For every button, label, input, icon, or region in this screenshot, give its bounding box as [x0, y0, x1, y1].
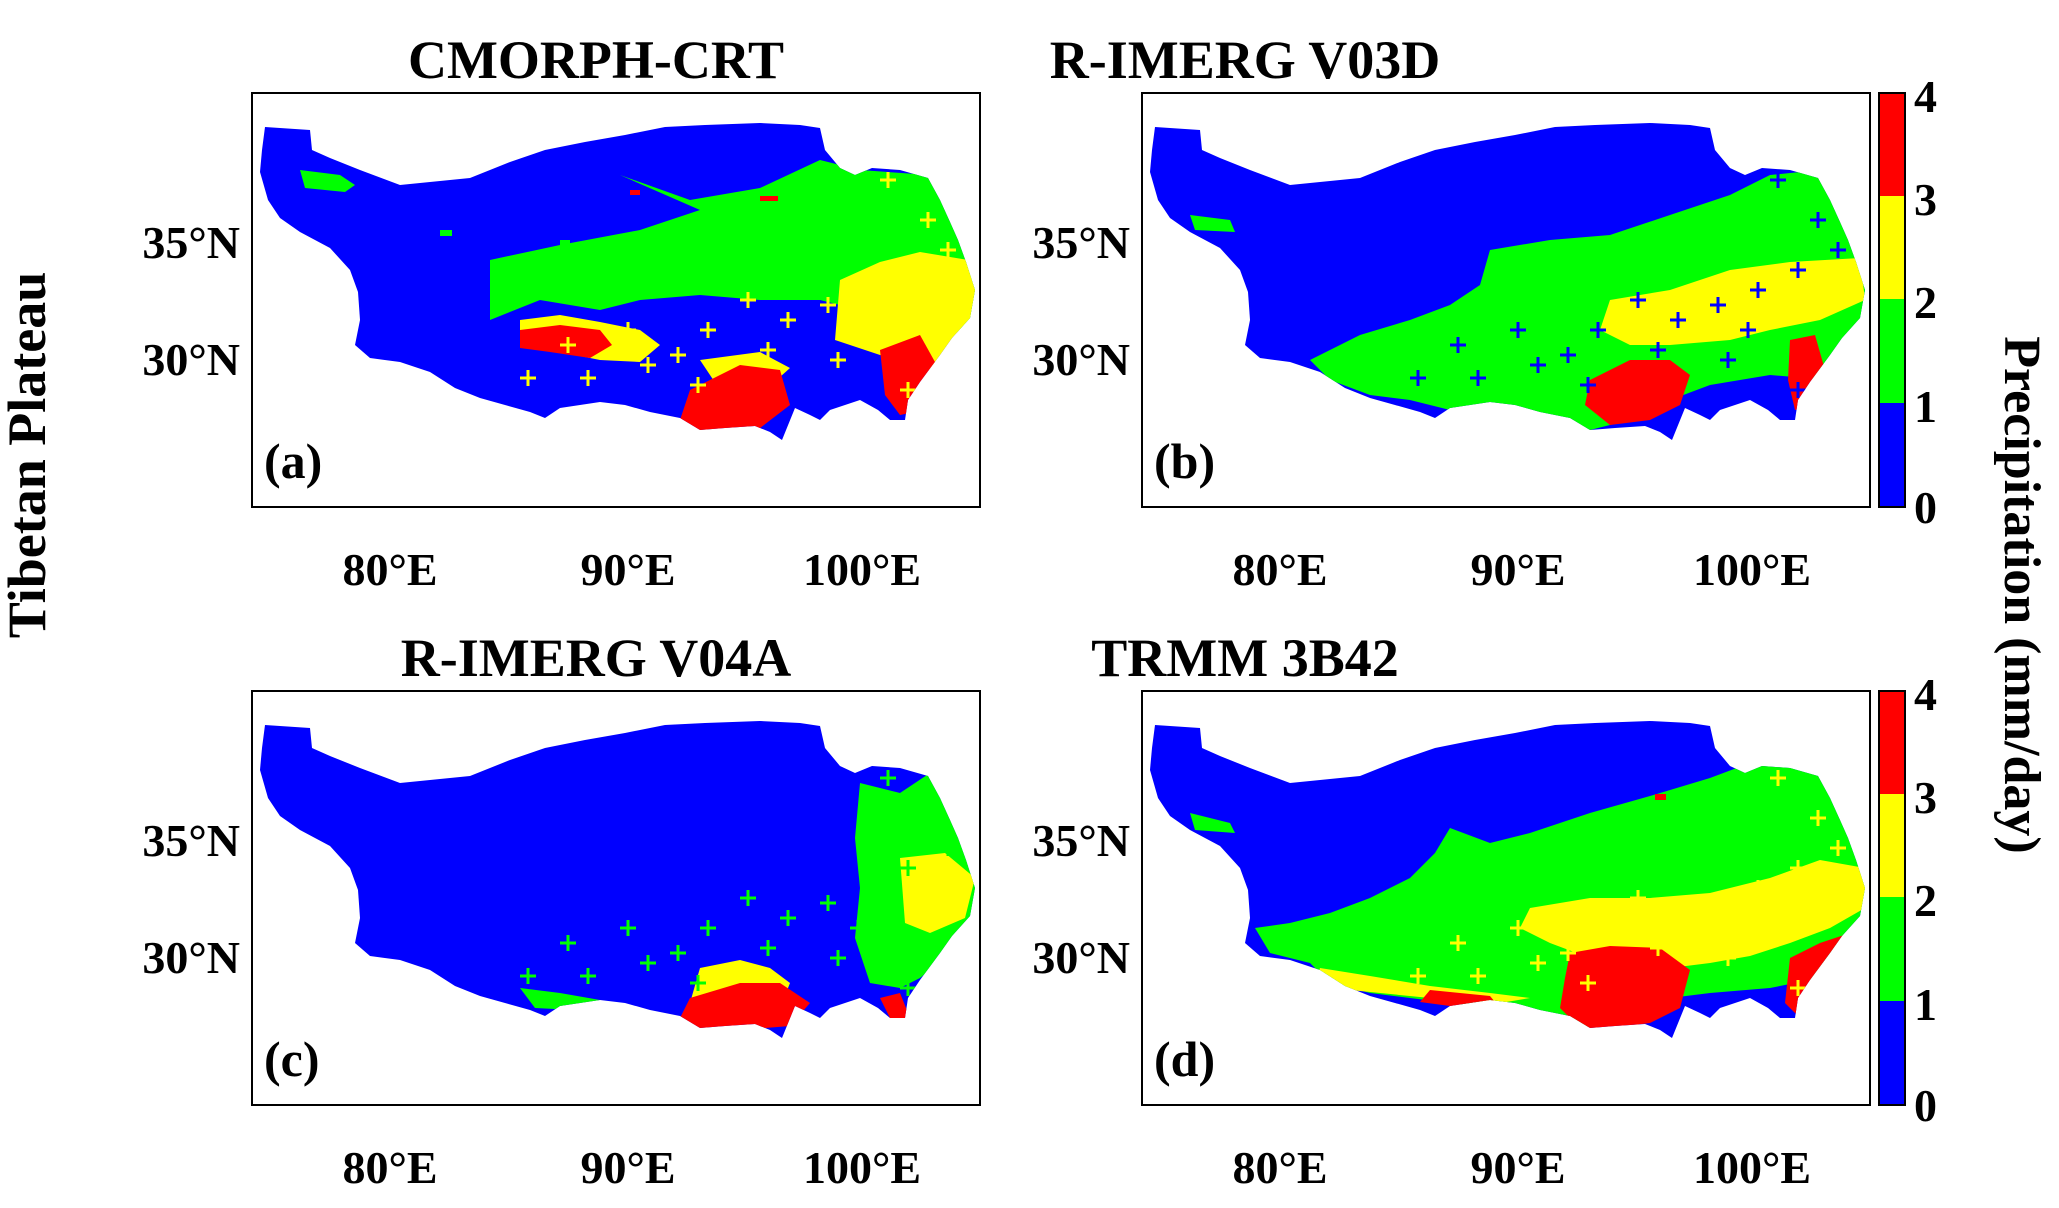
x-tick-80: 80°E [342, 544, 437, 595]
colorbar-top: 4 3 2 1 0 [1878, 71, 1937, 533]
map-area [260, 721, 975, 1038]
colorbar-class-2-3 [1879, 794, 1905, 897]
panel-title: TRMM 3B42 [1091, 628, 1398, 688]
colorbar-bottom: 4 3 2 1 0 [1878, 669, 1937, 1131]
panel-title: R-IMERG V04A [401, 628, 792, 688]
colorbar-tick-1: 1 [1914, 979, 1937, 1030]
x-tick-100: 100°E [803, 1142, 921, 1193]
colorbar-tick-2: 2 [1914, 875, 1937, 926]
colorbar-label: Precipitation (mm/day) [1993, 336, 2050, 854]
colorbar-class-3-4 [1879, 93, 1905, 196]
colorbar-tick-1: 1 [1914, 381, 1937, 432]
colorbar-tick-3: 3 [1914, 772, 1937, 823]
colorbar-class-0-1 [1879, 403, 1905, 507]
panel-b: R-IMERG V03D (b) 80°E 90°E 100°E 35°N 30… [1032, 30, 1871, 595]
axes-frame [1141, 690, 1871, 1106]
colorbar-tick-3: 3 [1914, 174, 1937, 225]
panel-letter: (d) [1154, 1031, 1215, 1087]
x-tick-90: 90°E [1470, 544, 1565, 595]
x-tick-90: 90°E [580, 544, 675, 595]
colorbar-tick-4: 4 [1914, 71, 1937, 122]
map-area [1150, 123, 1865, 440]
y-tick-35: 35°N [1032, 217, 1130, 268]
y-tick-35: 35°N [142, 815, 240, 866]
colorbar-class-2-3 [1879, 196, 1905, 299]
map-area [260, 123, 975, 440]
x-tick-100: 100°E [1693, 1142, 1811, 1193]
panel-letter: (c) [264, 1031, 320, 1087]
x-tick-90: 90°E [580, 1142, 675, 1193]
x-tick-90: 90°E [1470, 1142, 1565, 1193]
x-tick-80: 80°E [1232, 544, 1327, 595]
y-tick-30: 30°N [142, 932, 240, 983]
colorbar-class-0-1 [1879, 1001, 1905, 1105]
colorbar-frame [1878, 690, 1906, 1106]
axes-frame [251, 92, 981, 508]
x-tick-100: 100°E [1693, 544, 1811, 595]
y-tick-35: 35°N [142, 217, 240, 268]
x-tick-80: 80°E [1232, 1142, 1327, 1193]
x-tick-100: 100°E [803, 544, 921, 595]
y-tick-35: 35°N [1032, 815, 1130, 866]
row-label: Tibetan Plateau [0, 272, 57, 639]
panel-title: CMORPH-CRT [408, 30, 784, 90]
y-tick-30: 30°N [1032, 932, 1130, 983]
axes-frame [251, 690, 981, 1106]
colorbar-class-3-4 [1879, 691, 1905, 794]
y-tick-30: 30°N [1032, 334, 1130, 385]
colorbar-frame [1878, 92, 1906, 508]
colorbar-class-1-2 [1879, 897, 1905, 1001]
map-area [1150, 721, 1865, 1038]
colorbar-tick-4: 4 [1914, 669, 1937, 720]
panel-d: TRMM 3B42 (d) 80°E 90°E 100°E 35°N 30°N [1032, 628, 1871, 1193]
axes-frame [1141, 92, 1871, 508]
panel-a: CMORPH-CRT (a) 80°E 90°E 100°E 35°N 30°N [142, 30, 981, 595]
colorbar-tick-2: 2 [1914, 277, 1937, 328]
panel-c: R-IMERG V04A (c) 80°E 90°E 100°E 35°N 30… [142, 628, 981, 1193]
colorbar-tick-0: 0 [1914, 1080, 1937, 1131]
x-tick-80: 80°E [342, 1142, 437, 1193]
panel-letter: (a) [264, 433, 322, 489]
y-tick-30: 30°N [142, 334, 240, 385]
panel-title: R-IMERG V03D [1050, 30, 1441, 90]
colorbar-class-1-2 [1879, 299, 1905, 403]
panel-letter: (b) [1154, 433, 1215, 489]
colorbar-tick-0: 0 [1914, 482, 1937, 533]
